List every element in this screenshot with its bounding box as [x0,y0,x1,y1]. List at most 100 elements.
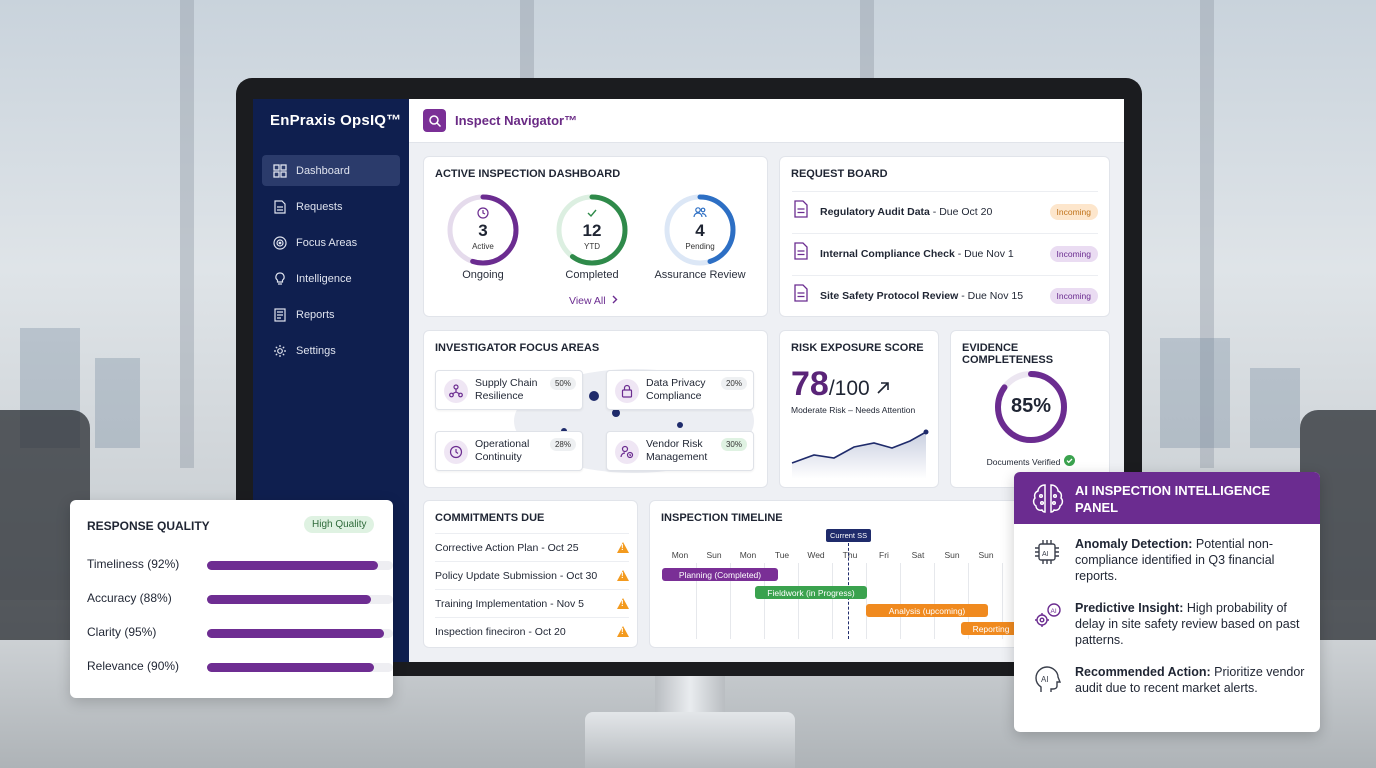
top-bar: Inspect Navigator™ [409,99,1124,143]
evidence-ring [995,371,1067,443]
city-building [95,358,140,448]
ai-insight-text: Anomaly Detection: Potential non-complia… [1075,536,1307,584]
status-badge: Incoming [1049,245,1098,262]
timeline-bar-analysis[interactable]: Analysis (upcoming) [866,604,988,617]
timeline-grid-line [934,563,935,639]
grid-icon [272,163,288,179]
current-marker-label: Current SS [826,529,872,542]
quality-badge: High Quality [304,516,375,533]
ai-gear-icon: AI [1031,600,1063,632]
request-item[interactable]: Internal Compliance Check - Due Nov 1 In… [792,233,1098,273]
commitment-item[interactable]: Training Implementation - Nov 5 [435,589,629,617]
timeline-day-label: Mon [671,550,689,560]
timeline-day-label: Tue [774,550,790,560]
request-text: Internal Compliance Check - Due Nov 1 [820,248,1050,260]
document-icon [272,199,288,215]
svg-text:AI: AI [1051,608,1057,615]
quality-row-relevance: Relevance (90%) [87,656,393,676]
risk-caption: Moderate Risk – Needs Attention [791,405,916,415]
sidebar-item-intelligence[interactable]: Intelligence [262,263,400,294]
sidebar-item-label: Dashboard [296,164,350,177]
ai-insight-body: Potential non-compliance identified in Q… [1075,537,1275,583]
quality-fill [207,595,371,604]
ai-head-icon: AI [1031,664,1063,696]
document-icon [794,284,810,307]
card-title: EVIDENCE COMPLETENESS [962,342,1054,366]
sidebar-item-label: Intelligence [296,272,352,285]
timeline-grid-line [866,563,867,639]
quality-track [207,663,393,672]
sidebar-item-label: Requests [296,200,343,213]
sidebar-item-label: Reports [296,308,335,321]
commitment-label: Training Implementation - Nov 5 [435,597,585,610]
quality-row-clarity: Clarity (95%) [87,622,393,642]
inspect-search-icon [423,109,446,132]
focus-area-label: Data Privacy Compliance [646,377,706,402]
warning-icon [617,542,629,553]
view-all-link[interactable]: View All [569,295,618,307]
quality-fill [207,561,379,570]
card-title: REQUEST BOARD [791,168,888,180]
timeline-day-label: Sun [978,550,994,560]
users-icon [693,205,707,223]
card-title: INSPECTION TIMELINE [661,512,783,524]
ai-insight-head: Recommended Action: [1075,665,1211,679]
check-icon [586,206,598,224]
timeline-bar-planning[interactable]: Planning (Completed) [662,568,778,581]
timeline-grid-line [764,563,765,639]
city-building [1250,368,1300,448]
sidebar-item-settings[interactable]: Settings [262,335,400,366]
quality-row-accuracy: Accuracy (88%) [87,588,393,608]
commitment-item[interactable]: Policy Update Submission - Oct 30 [435,561,629,589]
sidebar-item-dashboard[interactable]: Dashboard [262,155,400,186]
status-badge: Incoming [1049,203,1098,220]
gear-icon [272,343,288,359]
timeline-bar-reporting[interactable]: Reporting [961,622,1021,635]
focus-area-vendor-risk[interactable]: Vendor Risk Management 30% [606,431,754,471]
active-inspection-card: ACTIVE INSPECTION DASHBOARD 3 Active Ong… [423,156,768,317]
quality-fill [207,629,384,638]
view-all-label: View All [569,295,606,307]
evidence-completeness-card: EVIDENCE COMPLETENESS 85% Documents Veri… [950,330,1110,488]
timeline-bar-fieldwork[interactable]: Fieldwork (in Progress) [755,586,867,599]
evidence-value: 85% [1010,395,1052,417]
commitment-item[interactable]: Inspection fineciron - Oct 20 [435,617,629,645]
commitment-item[interactable]: Corrective Action Plan - Oct 25 [435,533,629,561]
ring-sub: Pending [685,242,715,251]
ring-value: 12 [582,221,602,240]
document-icon [794,200,810,223]
request-text: Site Safety Protocol Review - Due Nov 15 [820,290,1050,302]
quality-fill [207,663,375,672]
focus-area-operational-continuity[interactable]: Operational Continuity 28% [435,431,583,471]
ai-intelligence-panel: AI INSPECTION INTELLIGENCE PANEL AI Anom… [1014,472,1320,732]
ai-insight-body: High probability of delay in site safety… [1075,601,1300,647]
ai-insight-text: Predictive Insight: High probability of … [1075,600,1307,648]
focus-areas-card: INVESTIGATOR FOCUS AREAS Supply Chain Re… [423,330,768,488]
request-text: Regulatory Audit Data - Due Oct 20 [820,206,1050,218]
ai-chip-icon: AI [1031,536,1063,568]
commitments-due-card: COMMITMENTS DUE Corrective Action Plan -… [423,500,638,648]
sidebar-item-reports[interactable]: Reports [262,299,400,330]
focus-area-label: Operational Continuity [475,438,530,463]
monitor-stand [655,670,725,720]
module-title: Inspect Navigator™ [455,113,578,128]
ring-completed: 12 YTD [555,193,629,267]
commitment-label: Policy Update Submission - Oct 30 [435,569,598,582]
risk-exposure-card: RISK EXPOSURE SCORE 78 /100 Moderate Ris… [779,330,939,488]
focus-area-data-privacy[interactable]: Data Privacy Compliance 20% [606,370,754,410]
sidebar-item-label: Focus Areas [296,236,358,249]
sidebar-item-focus-areas[interactable]: Focus Areas [262,227,400,258]
sidebar-item-requests[interactable]: Requests [262,191,400,222]
ai-panel-title: AI INSPECTION INTELLIGENCE PANEL [1075,483,1271,515]
card-title: COMMITMENTS DUE [435,512,545,524]
city-building [1160,338,1230,448]
lock-icon [615,379,639,403]
focus-area-supply-chain[interactable]: Supply Chain Resilience 50% [435,370,583,410]
request-item[interactable]: Regulatory Audit Data - Due Oct 20 Incom… [792,191,1098,231]
check-circle-icon [1064,455,1076,468]
ring-caption: Ongoing [462,269,504,281]
ai-panel-header: AI INSPECTION INTELLIGENCE PANEL [1014,472,1320,524]
monitor-base [585,712,795,768]
timeline-day-label: Sun [706,550,722,560]
request-item[interactable]: Site Safety Protocol Review - Due Nov 15… [792,275,1098,315]
